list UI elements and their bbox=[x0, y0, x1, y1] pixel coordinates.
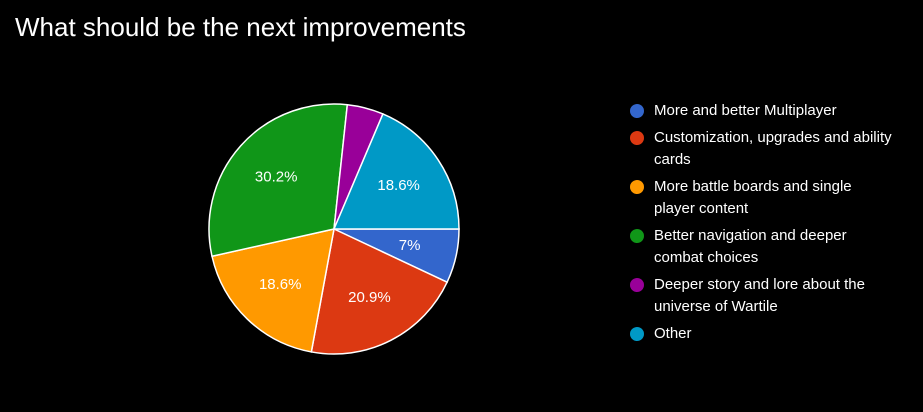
legend-item: More and better Multiplayer bbox=[630, 100, 895, 122]
data-label: 18.6% bbox=[377, 177, 420, 194]
legend-label: More and better Multiplayer bbox=[654, 102, 837, 119]
legend-item: Better navigation and deeper combat choi… bbox=[630, 225, 895, 269]
legend-item: More battle boards and single player con… bbox=[630, 176, 895, 220]
legend-label: Better navigation and deeper combat choi… bbox=[654, 227, 847, 266]
legend-swatch bbox=[630, 229, 644, 243]
data-label: 20.9% bbox=[348, 289, 391, 306]
legend-item: Other bbox=[630, 323, 895, 345]
legend-swatch bbox=[630, 104, 644, 118]
data-label: 18.6% bbox=[259, 276, 302, 293]
pie-slice bbox=[332, 112, 460, 230]
pie-slice bbox=[310, 227, 449, 355]
data-label: 30.2% bbox=[255, 168, 298, 185]
legend-label: Deeper story and lore about the universe… bbox=[654, 276, 865, 315]
legend-swatch bbox=[630, 131, 644, 145]
chart-title: What should be the next improvements bbox=[15, 12, 466, 42]
legend-label: More battle boards and single player con… bbox=[654, 178, 852, 217]
legend: More and better Multiplayer Customization… bbox=[630, 100, 895, 350]
legend-item: Customization, upgrades and ability card… bbox=[630, 127, 895, 171]
data-label: 7% bbox=[399, 237, 421, 254]
legend-swatch bbox=[630, 327, 644, 341]
legend-item: Deeper story and lore about the universe… bbox=[630, 274, 895, 318]
legend-label: Other bbox=[654, 325, 692, 342]
legend-swatch bbox=[630, 278, 644, 292]
legend-swatch bbox=[630, 180, 644, 194]
pie-slice bbox=[208, 103, 349, 258]
legend-label: Customization, upgrades and ability card… bbox=[654, 129, 892, 168]
pie-slice bbox=[211, 228, 335, 353]
